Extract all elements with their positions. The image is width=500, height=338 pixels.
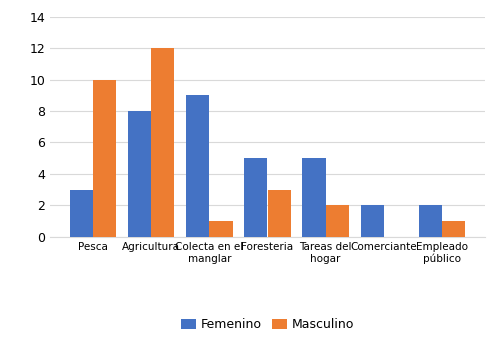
Bar [151,48,174,237]
Bar [302,158,326,237]
Legend: Femenino, Masculino: Femenino, Masculino [176,313,359,336]
Bar [418,205,442,237]
Bar [186,95,210,237]
Bar [93,80,116,237]
Bar [128,111,151,237]
Bar [244,158,268,237]
Bar [360,205,384,237]
Bar [326,205,349,237]
Bar [210,221,233,237]
Bar [70,190,93,237]
Bar [442,221,465,237]
Bar [268,190,291,237]
